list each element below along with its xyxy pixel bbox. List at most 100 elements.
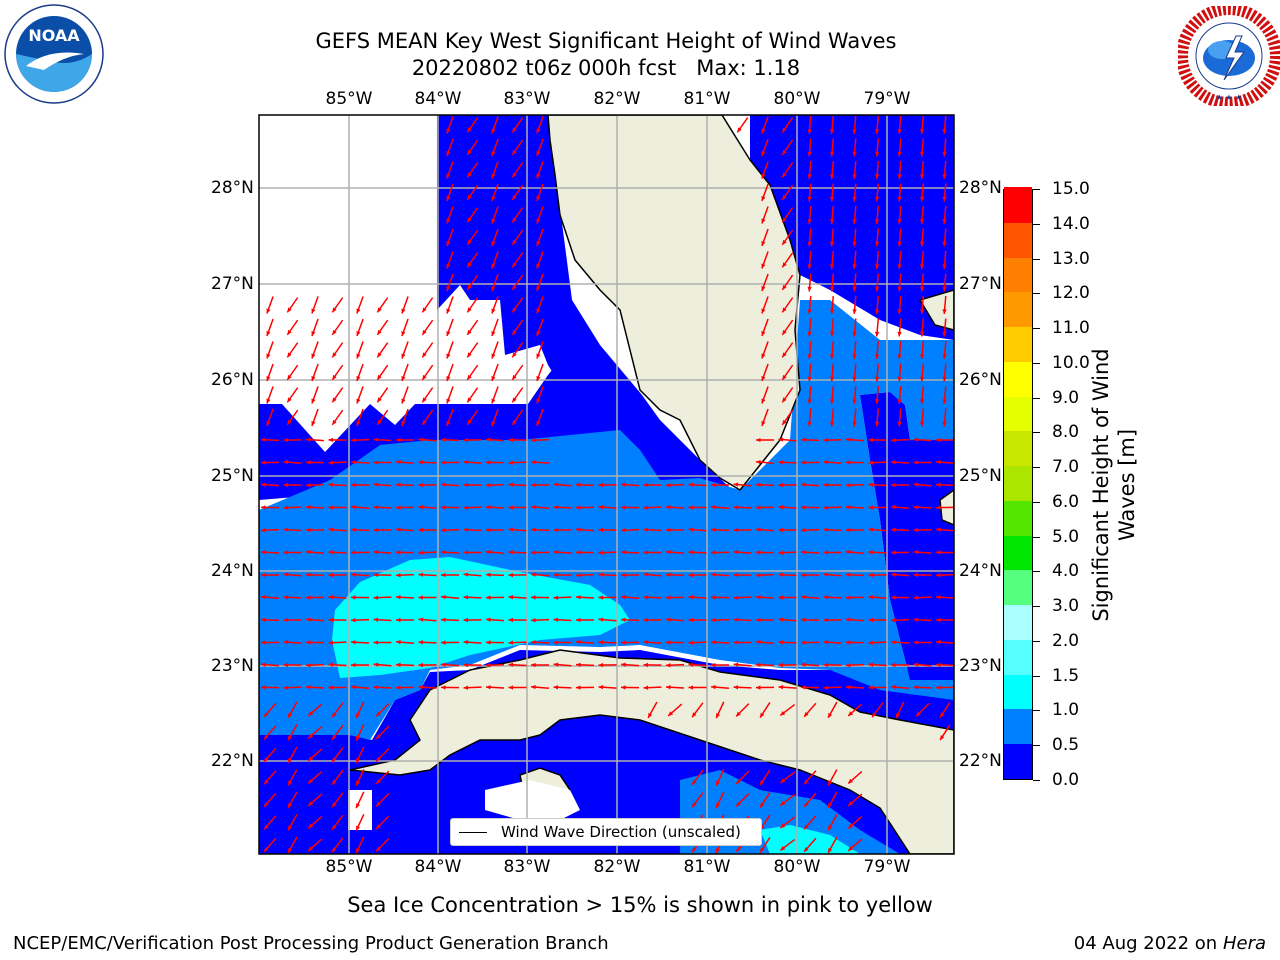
wave-direction-arrow	[440, 640, 460, 645]
wave-direction-arrow	[852, 340, 857, 360]
wave-direction-arrow	[307, 816, 323, 829]
wave-direction-arrow	[283, 527, 302, 532]
wave-direction-arrow	[897, 138, 902, 157]
wave-direction-arrow	[598, 527, 617, 533]
wave-direction-arrow	[283, 572, 302, 577]
wave-direction-arrow	[800, 594, 820, 600]
wave-direction-arrow	[761, 408, 769, 427]
wave-direction-arrow	[665, 617, 685, 622]
wave-direction-arrow	[536, 228, 544, 247]
wave-direction-arrow	[491, 273, 499, 292]
colorbar-tick-label: 6.0	[1052, 491, 1080, 512]
wave-direction-arrow	[939, 724, 951, 741]
wave-direction-arrow	[688, 550, 707, 555]
lat-label-left: 28°N	[211, 178, 254, 198]
wave-direction-arrow	[331, 409, 344, 426]
wave-direction-arrow	[376, 364, 389, 381]
colorbar-tick	[1033, 328, 1040, 330]
wave-direction-arrow	[845, 685, 865, 690]
wave-direction-arrow	[919, 340, 925, 360]
wave-direction-arrow	[553, 640, 572, 645]
wave-direction-arrow	[263, 702, 277, 718]
wave-direction-arrow	[350, 460, 370, 465]
wave-direction-arrow	[331, 747, 344, 763]
wave-direction-arrow	[643, 617, 662, 623]
wave-direction-arrow	[919, 205, 925, 225]
wave-direction-arrow	[688, 685, 707, 690]
wave-direction-arrow	[665, 505, 685, 510]
nws-logo: ★ ★ ★	[1178, 6, 1280, 106]
wave-direction-arrow	[942, 340, 947, 360]
wave-direction-arrow	[807, 408, 812, 427]
wave-direction-arrow	[919, 295, 925, 315]
wave-direction-arrow	[827, 791, 838, 809]
wave-direction-arrow	[913, 640, 932, 645]
wave-direction-arrow	[733, 640, 752, 645]
colorbar-tick	[1033, 640, 1040, 642]
wave-direction-arrow	[508, 437, 527, 443]
wave-direction-arrow	[287, 701, 298, 719]
wave-direction-arrow	[446, 206, 454, 224]
wave-direction-arrow	[536, 296, 544, 314]
wave-direction-arrow	[829, 363, 835, 382]
wave-direction-arrow	[418, 640, 437, 645]
wave-direction-arrow	[283, 617, 302, 623]
colorbar-tick	[1033, 501, 1040, 503]
wave-direction-arrow	[897, 228, 902, 247]
colorbar-tick-label: 7.0	[1052, 457, 1080, 478]
wave-direction-arrow	[331, 792, 344, 808]
wave-direction-arrow	[688, 640, 707, 645]
colorbar-segment	[1004, 708, 1032, 745]
wave-direction-arrow	[942, 115, 947, 135]
wave-direction-arrow	[643, 482, 662, 488]
wave-direction-arrow	[823, 685, 842, 690]
wave-direction-arrow	[508, 617, 527, 623]
colorbar-segment	[1004, 187, 1032, 223]
wave-direction-arrow	[511, 319, 524, 336]
wave-direction-arrow	[440, 482, 460, 487]
wave-direction-arrow	[485, 595, 505, 600]
colorbar-title-line1: Significant Height of Wind	[1089, 348, 1113, 622]
wave-direction-arrow	[355, 724, 365, 741]
wave-direction-arrow	[807, 205, 812, 225]
lat-label-right: 25°N	[959, 466, 1002, 486]
wave-direction-arrow	[446, 408, 454, 427]
colorbar-segment	[1004, 465, 1032, 501]
wave-direction-arrow	[466, 229, 479, 246]
wave-direction-arrow	[829, 340, 835, 360]
wave-direction-arrow	[897, 318, 902, 337]
footer-machine: Hera	[1222, 933, 1266, 954]
wave-direction-arrow	[328, 505, 347, 510]
wave-direction-arrow	[667, 703, 683, 717]
wave-direction-arrow	[620, 505, 640, 510]
wave-direction-arrow	[778, 550, 797, 555]
wave-direction-arrow	[829, 138, 835, 157]
wave-direction-arrow	[463, 482, 482, 488]
lat-label-right: 26°N	[959, 370, 1002, 390]
wave-direction-arrow	[263, 747, 277, 763]
wave-direction-arrow	[485, 505, 505, 510]
wave-direction-arrow	[890, 640, 910, 645]
chart-title: GEFS MEAN Key West Significant Height of…	[315, 29, 897, 53]
wave-direction-arrow	[466, 252, 479, 268]
wave-direction-arrow	[283, 640, 302, 645]
wave-direction-arrow	[283, 595, 302, 600]
wave-direction-arrow	[491, 161, 499, 179]
graticule	[259, 115, 954, 854]
colorbar-segment	[1004, 500, 1032, 536]
lat-label-right: 28°N	[959, 178, 1002, 198]
wave-direction-arrow	[311, 363, 319, 382]
wave-direction-arrow	[260, 550, 280, 555]
wave-direction-arrow	[491, 228, 499, 247]
lat-label-left: 24°N	[211, 561, 254, 581]
colorbar-tick	[1033, 293, 1040, 295]
wave-direction-arrow	[463, 572, 482, 577]
wave-direction-arrow	[874, 183, 880, 202]
wave-direction-arrow	[715, 701, 725, 719]
wave-direction-arrow	[897, 295, 902, 315]
wave-direction-arrow	[305, 505, 325, 510]
wave-direction-arrow	[800, 640, 820, 645]
wave-direction-arrow	[446, 116, 454, 134]
wave-direction-arrow	[463, 662, 482, 668]
wave-direction-arrow	[735, 703, 750, 717]
